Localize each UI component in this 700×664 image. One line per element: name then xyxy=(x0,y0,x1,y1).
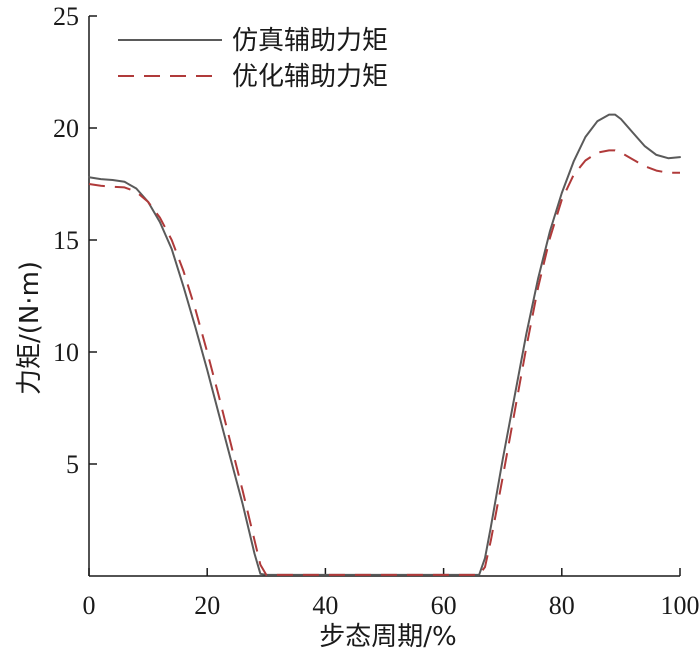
y-tick-label: 5 xyxy=(66,450,79,479)
x-tick-label: 100 xyxy=(661,591,700,620)
y-tick-label: 25 xyxy=(53,2,79,31)
y-tick-label: 20 xyxy=(53,114,79,143)
y-tick-label: 10 xyxy=(53,338,79,367)
x-tick-label: 60 xyxy=(431,591,457,620)
series-line-optimized xyxy=(88,149,680,576)
x-tick-label: 0 xyxy=(83,591,96,620)
x-tick-label: 80 xyxy=(549,591,575,620)
y-tick-label: 15 xyxy=(53,226,79,255)
legend: 仿真辅助力矩 优化辅助力矩 xyxy=(118,26,388,92)
legend-label-optimized: 优化辅助力矩 xyxy=(232,62,388,92)
legend-label-simulated: 仿真辅助力矩 xyxy=(232,26,388,56)
axes: 5 10 15 20 25 0 20 40 60 80 100 xyxy=(53,2,700,620)
plot-area xyxy=(88,113,681,576)
x-tick-label: 40 xyxy=(312,591,338,620)
series-line-simulated xyxy=(88,113,681,576)
x-tick-label: 20 xyxy=(194,591,220,620)
x-axis-title: 步态周期/% xyxy=(319,622,456,652)
y-axis-title: 力矩/(N·m) xyxy=(15,261,45,395)
